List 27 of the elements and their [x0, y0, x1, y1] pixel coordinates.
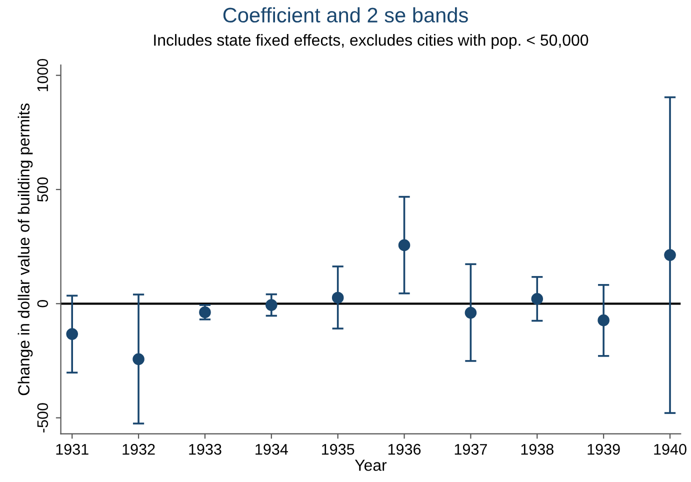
x-tick-label: 1931: [56, 444, 88, 455]
x-tick-label: 1934: [256, 444, 288, 455]
point: [398, 239, 410, 252]
point: [598, 314, 610, 326]
point: [132, 353, 144, 366]
point: [664, 249, 676, 261]
x-tick-label: 1940: [654, 444, 686, 455]
y-tick-label: 0: [37, 300, 48, 308]
x-tick-label: 1932: [122, 444, 155, 455]
x-tick-label: 1939: [588, 444, 620, 455]
x-tick-label: 1938: [521, 444, 554, 455]
chart-title: Coefficient and 2 se bands: [223, 7, 468, 23]
point: [266, 299, 278, 311]
point: [464, 306, 477, 319]
y-tick-label: -500: [37, 403, 48, 432]
x-tick-label: 1937: [454, 444, 487, 455]
x-axis-title: Year: [354, 460, 387, 471]
chart-subtitle: Includes state fixed effects, excludes cities with pop. < 50,000: [154, 34, 588, 49]
y-axis-title: Change in dollar value of building permits: [18, 104, 33, 396]
y-tick-label: 500: [37, 177, 48, 202]
point: [332, 292, 344, 304]
x-tick-label: 1933: [189, 444, 222, 455]
point: [531, 292, 544, 305]
x-tick-label: 1936: [388, 444, 421, 455]
x-tick-label: 1935: [322, 444, 354, 455]
y-tick-label: 1000: [37, 58, 48, 92]
point: [66, 328, 78, 340]
